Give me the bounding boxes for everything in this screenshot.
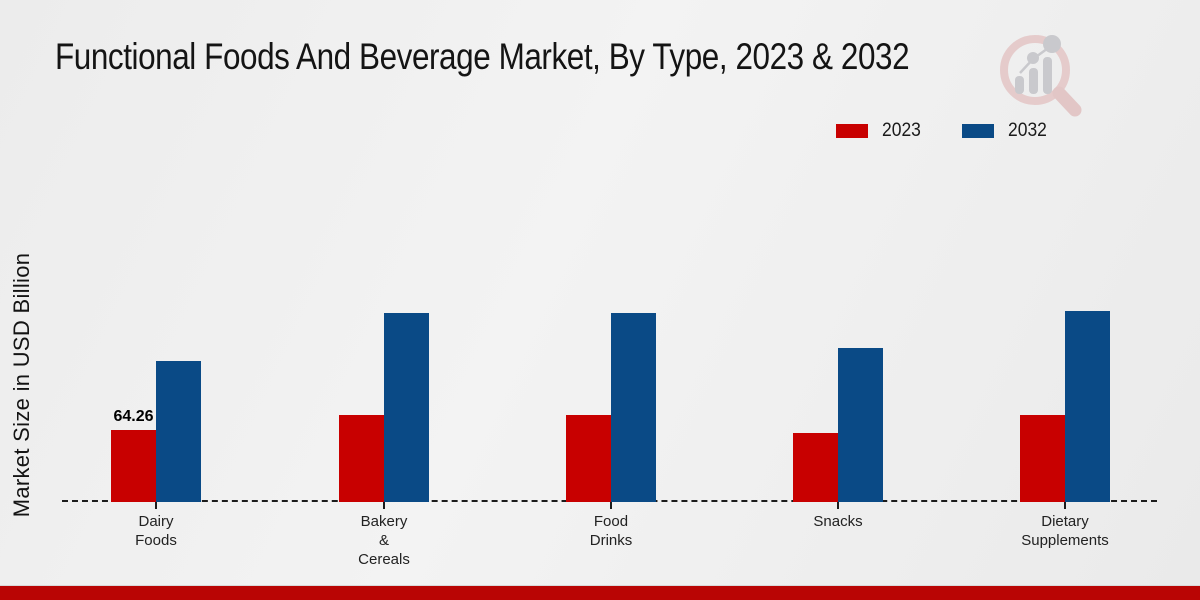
bar-value-label: 64.26 — [113, 408, 154, 425]
bar-2032-snacks — [838, 348, 883, 502]
legend-swatch-2032 — [962, 124, 995, 138]
legend: 2023 2032 — [836, 120, 1051, 142]
x-axis-tick-food-drinks — [610, 502, 612, 509]
legend-swatch-2023 — [836, 124, 868, 138]
legend-label-2032: 2032 — [1008, 120, 1048, 141]
x-axis-category-label-dietary-supplements: Dietary Supplements — [1021, 513, 1109, 549]
x-axis-category-label-bakery-cereals: Bakery & Cereals — [358, 513, 410, 568]
legend-label-2023: 2023 — [882, 120, 921, 141]
y-axis-label: Market Size in USD Billion — [9, 252, 34, 518]
legend-item-2032: 2032 — [962, 120, 1050, 142]
x-axis-tick-dietary-supplements — [1064, 502, 1066, 509]
x-axis-tick-snacks — [837, 502, 839, 509]
bar-2023-food-drinks — [566, 415, 611, 502]
x-axis-tick-dairy-foods — [155, 502, 157, 509]
bar-2032-dairy-foods — [156, 361, 201, 502]
footer-band — [0, 585, 1200, 600]
chart-title: Functional Foods And Beverage Market, By… — [55, 36, 910, 77]
bar-2023-bakery-cereals — [339, 415, 384, 502]
x-axis-category-label-dairy-foods: Dairy Foods — [135, 513, 177, 549]
x-axis-category-label-snacks: Snacks — [813, 513, 863, 530]
x-axis-category-label-food-drinks: Food Drinks — [589, 513, 633, 549]
bar-2023-dietary-supplements — [1020, 415, 1065, 502]
bar-2023-dairy-foods — [111, 430, 156, 502]
magnifier-bar-chart-logo-icon — [1000, 35, 1082, 117]
x-axis-tick-bakery-cereals — [383, 502, 385, 509]
bar-2032-dietary-supplements — [1065, 311, 1110, 502]
legend-item-2023: 2023 — [836, 120, 924, 142]
bar-2023-snacks — [793, 433, 838, 502]
bar-2032-food-drinks — [611, 313, 656, 502]
bar-2032-bakery-cereals — [384, 313, 429, 502]
